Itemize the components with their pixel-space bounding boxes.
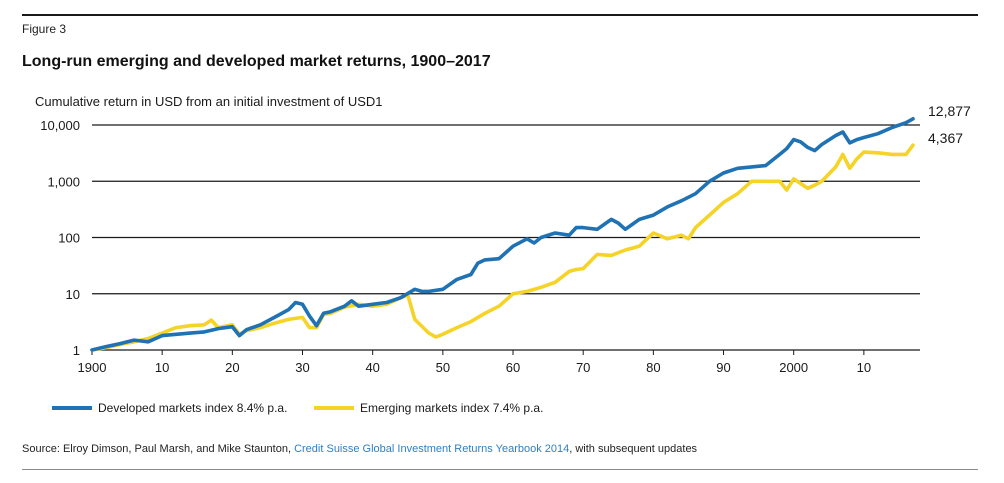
source-suffix: , with subsequent updates	[569, 443, 698, 455]
legend-item-emerging: Emerging markets index 7.4% p.a.	[314, 401, 543, 415]
x-tick-label: 1900	[78, 360, 107, 375]
x-tick-label: 60	[506, 360, 520, 375]
chart-area: Cumulative return in USD from an initial…	[35, 94, 971, 375]
grid-lines	[92, 124, 920, 351]
legend-label-developed: Developed markets index 8.4% p.a.	[98, 401, 288, 415]
y-tick-label: 1,000	[47, 174, 80, 189]
y-tick-label: 100	[58, 231, 80, 246]
legend-swatch-emerging	[314, 406, 354, 410]
y-tick-label: 10	[66, 287, 80, 302]
end-label-developed: 12,877	[928, 103, 971, 119]
y-tick-label: 10,000	[40, 118, 80, 133]
chart-title: Long-run emerging and developed market r…	[22, 53, 491, 70]
source-note: Source: Elroy Dimson, Paul Marsh, and Mi…	[22, 443, 697, 455]
x-tick-label: 70	[576, 360, 590, 375]
y-axis-label: Cumulative return in USD from an initial…	[35, 94, 383, 109]
figure-label: Figure 3	[22, 22, 67, 36]
x-tick-label: 20	[225, 360, 239, 375]
end-label-emerging: 4,367	[928, 130, 963, 146]
x-tick-label: 2000	[779, 360, 808, 375]
y-tick-label: 1	[73, 343, 80, 358]
legend-item-developed: Developed markets index 8.4% p.a.	[52, 401, 287, 415]
legend-label-emerging: Emerging markets index 7.4% p.a.	[360, 401, 544, 415]
top-rule	[22, 14, 978, 16]
x-tick-labels: 1900 10 20 30 40 50 60 70 80 90 2000 10	[78, 350, 871, 375]
x-tick-label: 90	[716, 360, 730, 375]
series-line-emerging	[90, 143, 915, 352]
end-labels: 12,877 4,367	[928, 103, 971, 146]
x-tick-label: 10	[155, 360, 169, 375]
series-lines	[90, 117, 915, 352]
x-tick-label: 30	[295, 360, 309, 375]
y-tick-labels: 1 10 100 1,000 10,000	[40, 118, 80, 358]
x-tick-label: 40	[365, 360, 379, 375]
bottom-rule	[22, 469, 978, 470]
legend-swatch-developed	[52, 406, 92, 410]
source-prefix: Source: Elroy Dimson, Paul Marsh, and Mi…	[22, 443, 295, 455]
x-tick-label: 10	[857, 360, 871, 375]
x-tick-label: 80	[646, 360, 660, 375]
series-line-developed	[90, 117, 915, 352]
source-link[interactable]: Credit Suisse Global Investment Returns …	[294, 443, 570, 455]
x-tick-label: 50	[436, 360, 450, 375]
